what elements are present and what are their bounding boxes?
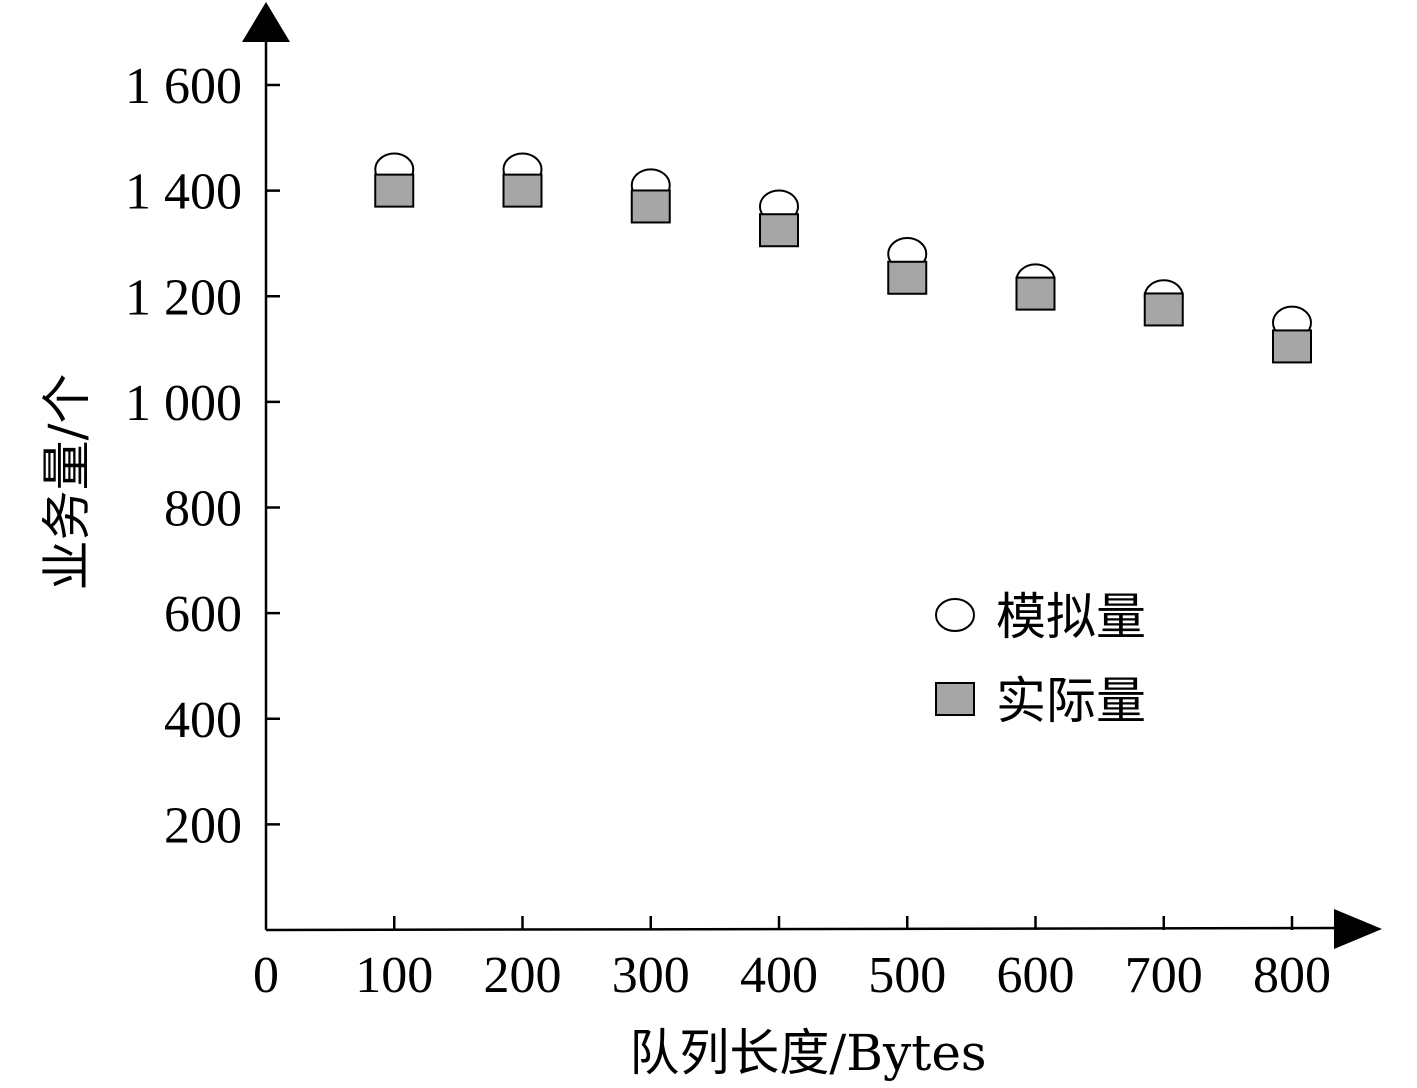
y-tick-label: 1 200	[125, 269, 242, 326]
x-tick-label: 300	[612, 947, 690, 1004]
y-tick-label: 800	[164, 481, 242, 538]
point-series-1	[1143, 292, 1184, 327]
y-axis-arrow	[242, 2, 290, 42]
legend-marker-series-0	[935, 598, 975, 632]
y-tick-label: 400	[164, 692, 242, 749]
x-tick-label: 400	[740, 947, 818, 1004]
x-tick-label: 700	[1125, 947, 1203, 1004]
x-axis-arrow	[1334, 909, 1382, 949]
legend-label-series-0: 模拟量	[996, 588, 1146, 646]
y-ticks: 200 400 600 800 1 000 1 200 1 400 1 600	[125, 58, 280, 854]
axes	[242, 2, 1382, 949]
point-series-1	[374, 173, 415, 208]
x-tick-label: 800	[1253, 947, 1331, 1004]
y-tick-label: 200	[164, 797, 242, 854]
point-series-1	[887, 260, 928, 295]
legend-label-series-1: 实际量	[996, 672, 1146, 730]
y-tick-label: 1 600	[125, 58, 242, 115]
point-series-1	[502, 173, 543, 208]
x-tick-label: 200	[484, 947, 562, 1004]
y-tick-label: 1 400	[125, 164, 242, 221]
point-series-1	[1272, 329, 1312, 364]
x-axis-line	[265, 926, 1351, 932]
y-axis-title: 业务量/个	[38, 374, 96, 591]
x-axis-title: 队列长度/Bytes	[629, 1024, 986, 1082]
x-tick-label: 500	[868, 947, 946, 1004]
marks	[374, 152, 1312, 364]
x-tick-label: 0	[253, 947, 279, 1004]
y-tick-label: 1 000	[125, 375, 242, 432]
legend-marker-series-1	[935, 682, 975, 716]
legend: 模拟量 实际量	[935, 588, 1146, 730]
point-series-1	[630, 189, 671, 224]
point-series-1	[1015, 276, 1056, 311]
y-tick-label: 600	[164, 586, 242, 643]
point-series-1	[759, 213, 799, 248]
x-ticks: 0 100 200 300 400 500 600 700 800	[253, 916, 1331, 1004]
x-tick-label: 100	[355, 947, 433, 1004]
x-tick-label: 600	[997, 947, 1075, 1004]
